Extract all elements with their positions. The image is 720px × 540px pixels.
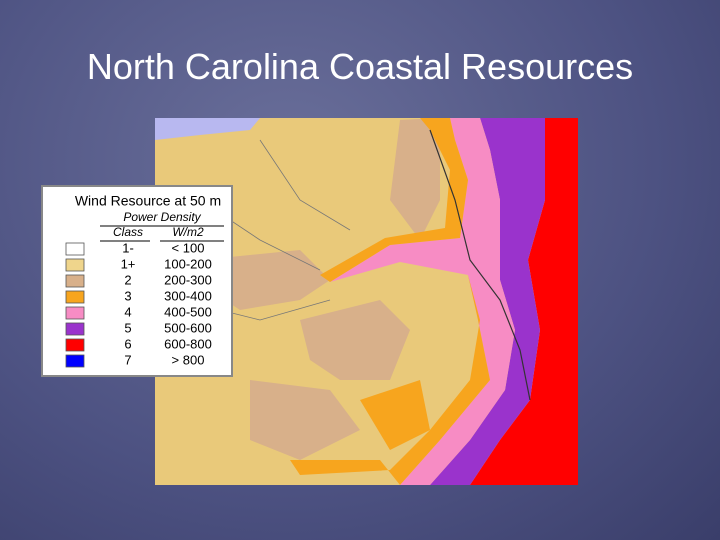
legend-range: 300-400 bbox=[164, 288, 212, 303]
legend-class: 4 bbox=[124, 304, 131, 319]
legend-swatch bbox=[65, 306, 85, 320]
legend-range: 100-200 bbox=[164, 256, 212, 271]
legend-class: 1+ bbox=[121, 256, 136, 271]
legend-header: W/m2 bbox=[172, 225, 204, 239]
legend-class: 1- bbox=[122, 240, 134, 255]
legend-class: 2 bbox=[124, 272, 131, 287]
legend-class: 5 bbox=[124, 320, 131, 335]
legend-header: Class bbox=[113, 225, 143, 239]
legend-range: 400-500 bbox=[164, 304, 212, 319]
legend-swatch bbox=[65, 242, 85, 256]
legend-subtitle: Power Density bbox=[123, 210, 201, 224]
legend-swatch bbox=[65, 274, 85, 288]
legend-range: > 800 bbox=[172, 352, 205, 367]
legend-class: 6 bbox=[124, 336, 131, 351]
legend-range: 600-800 bbox=[164, 336, 212, 351]
legend-range: < 100 bbox=[172, 240, 205, 255]
legend-swatch bbox=[65, 290, 85, 304]
legend-class: 3 bbox=[124, 288, 131, 303]
legend-swatch bbox=[65, 338, 85, 352]
legend-swatch bbox=[65, 354, 85, 368]
legend-swatch bbox=[65, 322, 85, 336]
legend-range: 200-300 bbox=[164, 272, 212, 287]
legend-class: 7 bbox=[124, 352, 131, 367]
legend-title: Wind Resource at 50 m bbox=[75, 193, 221, 209]
legend-range: 500-600 bbox=[164, 320, 212, 335]
map bbox=[155, 118, 578, 485]
legend: Wind Resource at 50 m Power Density Clas… bbox=[41, 185, 233, 377]
legend-swatch bbox=[65, 258, 85, 272]
slide-title: North Carolina Coastal Resources bbox=[86, 46, 634, 87]
